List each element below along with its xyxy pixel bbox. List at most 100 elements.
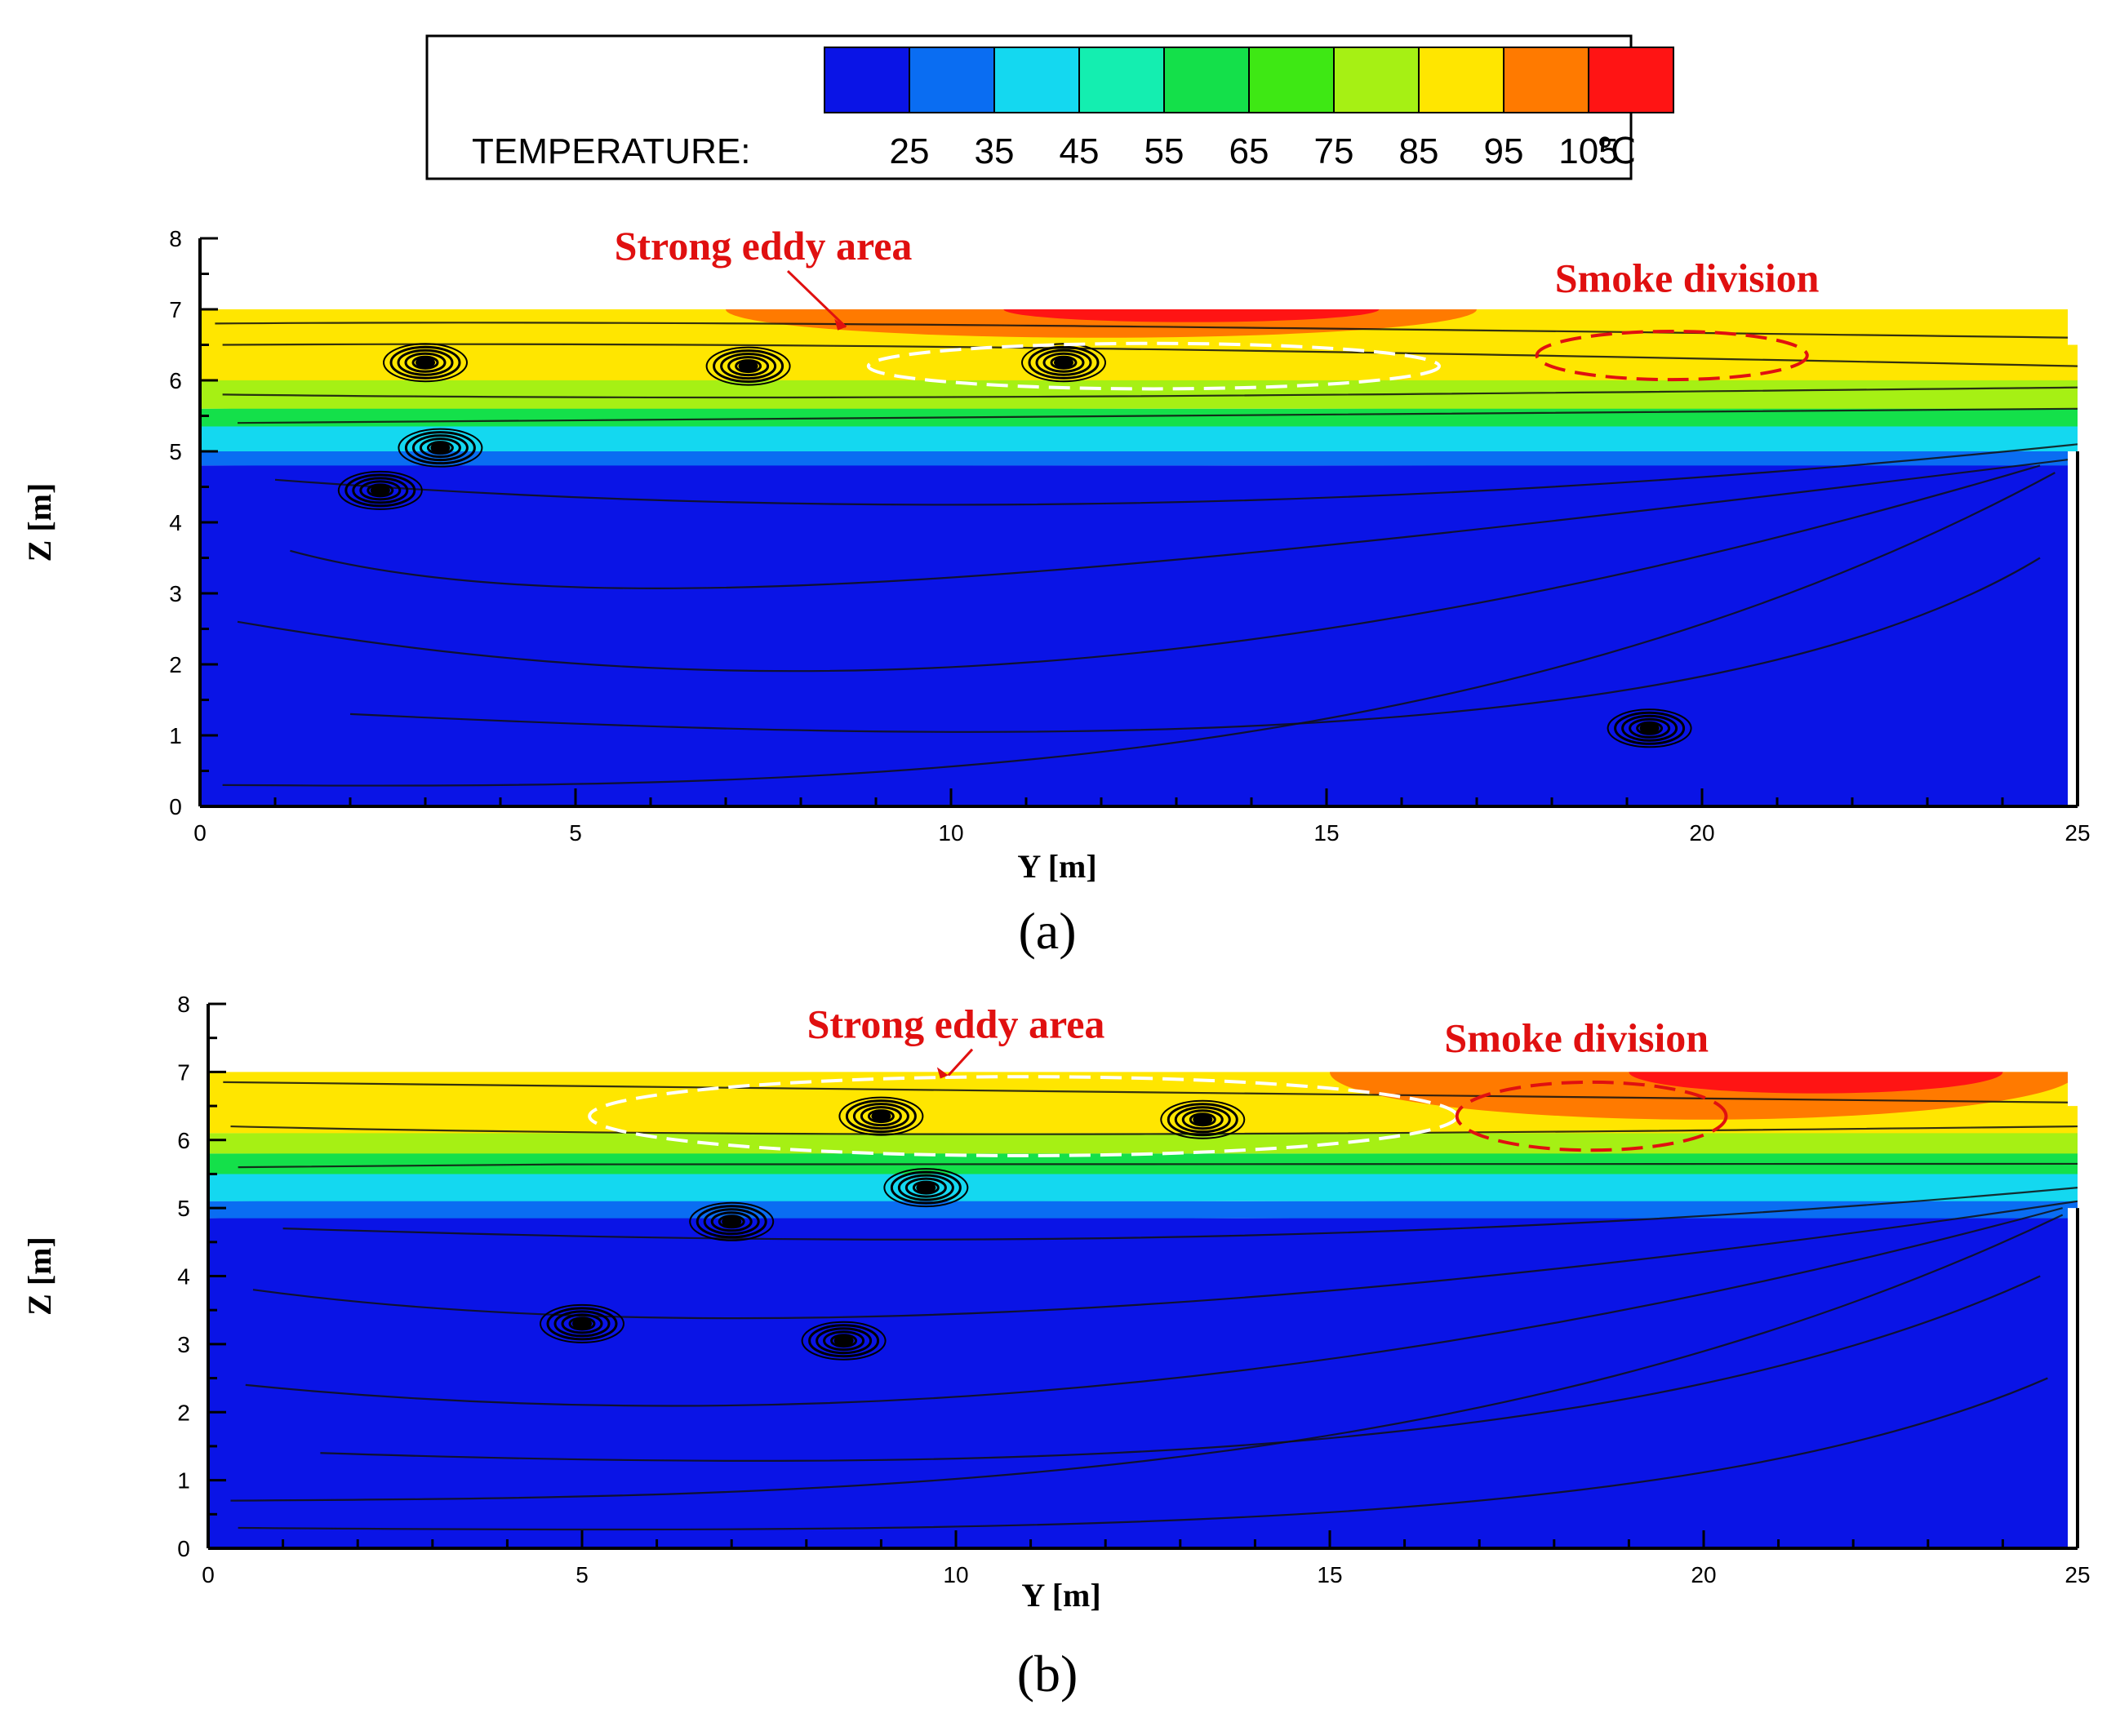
streamline xyxy=(282,1187,2078,1241)
annotation-arrowhead xyxy=(936,1067,949,1079)
vortex-ring xyxy=(398,428,483,468)
y-tick-label: 2 xyxy=(169,652,182,677)
vortex xyxy=(883,1168,969,1208)
legend-swatch xyxy=(1418,47,1504,113)
vortex-ring xyxy=(383,343,468,383)
vortex-ring xyxy=(689,1201,775,1241)
y-tick-label: 4 xyxy=(177,1264,190,1290)
vortex-core xyxy=(1054,357,1073,369)
vortex xyxy=(383,343,468,383)
vortex-ring xyxy=(703,1208,760,1236)
vortex-core xyxy=(1193,1113,1213,1126)
vortex-ring xyxy=(546,1307,618,1341)
x-tick-label: 5 xyxy=(569,820,582,846)
vortex-ring xyxy=(816,1327,873,1355)
annotation-ellipse xyxy=(1535,329,1809,382)
vortex-ring xyxy=(1160,1099,1246,1139)
legend-swatch xyxy=(993,47,1080,113)
streamline xyxy=(320,1275,2041,1463)
y-tick-label: 5 xyxy=(177,1196,190,1221)
vortex-core xyxy=(430,442,451,454)
legend-level-label: 85 xyxy=(1399,131,1439,171)
x-axis-title: Y [m] xyxy=(1017,848,1096,885)
panel-b: 0 1 2 3 4 5 6 7 8 0 5 10 15 20 25 Y [m] Z [m] (b) Strong e… xyxy=(21,992,2091,1703)
vortex-ring xyxy=(710,1211,753,1232)
vortex-ring xyxy=(397,349,454,376)
legend-swatch xyxy=(1163,47,1250,113)
legend-swatch xyxy=(1078,47,1165,113)
y-axis-title: Z [m] xyxy=(21,1237,58,1316)
x-tick-label: 20 xyxy=(1689,820,1714,846)
x-tick-label: 0 xyxy=(202,1562,215,1587)
vortex-ring xyxy=(713,349,784,384)
vortex-ring xyxy=(344,473,416,508)
annotation-label: Strong eddy area xyxy=(807,1001,1105,1047)
panel-label: (a) xyxy=(1018,902,1076,960)
vortex-ring xyxy=(904,1177,947,1198)
temperature-band xyxy=(200,373,2078,409)
vortex-ring xyxy=(359,480,402,501)
x-tick-label: 10 xyxy=(943,1562,968,1587)
vortex-core xyxy=(1639,722,1660,735)
temperature-field xyxy=(208,1072,2078,1548)
vortex-ring xyxy=(1174,1106,1231,1134)
y-tick-label: 3 xyxy=(169,581,182,606)
vortex xyxy=(337,470,423,510)
vortex-core xyxy=(833,1334,854,1347)
vortex-ring xyxy=(540,1303,624,1343)
y-tick-label: 2 xyxy=(177,1400,190,1425)
x-tick-label: 5 xyxy=(576,1562,589,1587)
vortex-ring xyxy=(801,1321,887,1361)
y-tick-label: 7 xyxy=(169,297,182,322)
temperature-band xyxy=(200,309,2078,380)
streamline xyxy=(222,386,2078,399)
temperature-band xyxy=(208,1167,2078,1201)
y-tick-label: 7 xyxy=(177,1059,190,1085)
streamline xyxy=(290,457,2078,589)
legend-levels: 25 35 45 55 65 75 85 95 105 xyxy=(890,131,1619,171)
y-tick-label: 3 xyxy=(177,1332,190,1357)
legend-title: TEMPERATURE: xyxy=(472,131,750,171)
legend-level-label: 105 xyxy=(1558,131,1618,171)
x-tick-label: 10 xyxy=(938,820,963,846)
temperature-legend: TEMPERATURE: 25 35 45 55 65 75 85 95 105 ℃ xyxy=(425,34,1674,180)
hottest-zone xyxy=(1003,309,1380,322)
vortex xyxy=(1607,708,1692,748)
legend-swatch xyxy=(1588,47,1674,113)
annotation-ellipse xyxy=(866,341,1442,391)
y-tick-label: 0 xyxy=(177,1536,190,1561)
streamline xyxy=(274,443,2078,506)
x-axis-title: Y [m] xyxy=(1021,1577,1100,1614)
y-tick-label: 1 xyxy=(177,1468,190,1494)
vortex-ring xyxy=(705,346,791,386)
vortex xyxy=(705,346,791,386)
vortex-ring xyxy=(404,352,447,373)
vortex-ring xyxy=(1021,343,1106,383)
vortex-ring xyxy=(1042,352,1085,373)
legend-level-label: 45 xyxy=(1060,131,1100,171)
vortex-core xyxy=(738,360,758,372)
vortex-ring xyxy=(352,477,409,504)
vortex-core xyxy=(416,357,435,369)
vortex xyxy=(689,1201,775,1241)
x-tick-label: 15 xyxy=(1313,820,1339,846)
x-tick-label: 25 xyxy=(2064,1562,2090,1587)
legend-swatch xyxy=(1248,47,1335,113)
vortex xyxy=(1021,343,1106,383)
vortex-core xyxy=(916,1182,936,1194)
vortex-ring xyxy=(727,356,770,377)
vortex-core xyxy=(871,1110,891,1122)
vortex-ring xyxy=(720,353,777,380)
vortex-ring xyxy=(389,345,461,380)
legend-colorbar xyxy=(824,47,1674,113)
vortex xyxy=(398,428,483,468)
legend-swatch xyxy=(824,47,910,113)
legend-swatch xyxy=(909,47,995,113)
vortex xyxy=(540,1303,624,1343)
streamline xyxy=(215,322,2078,339)
x-tick-label: 25 xyxy=(2064,820,2090,846)
vortex-ring xyxy=(1028,345,1100,380)
vortex-ring xyxy=(1621,714,1678,742)
y-tick-label: 4 xyxy=(169,510,182,535)
temperature-band xyxy=(200,419,2078,451)
